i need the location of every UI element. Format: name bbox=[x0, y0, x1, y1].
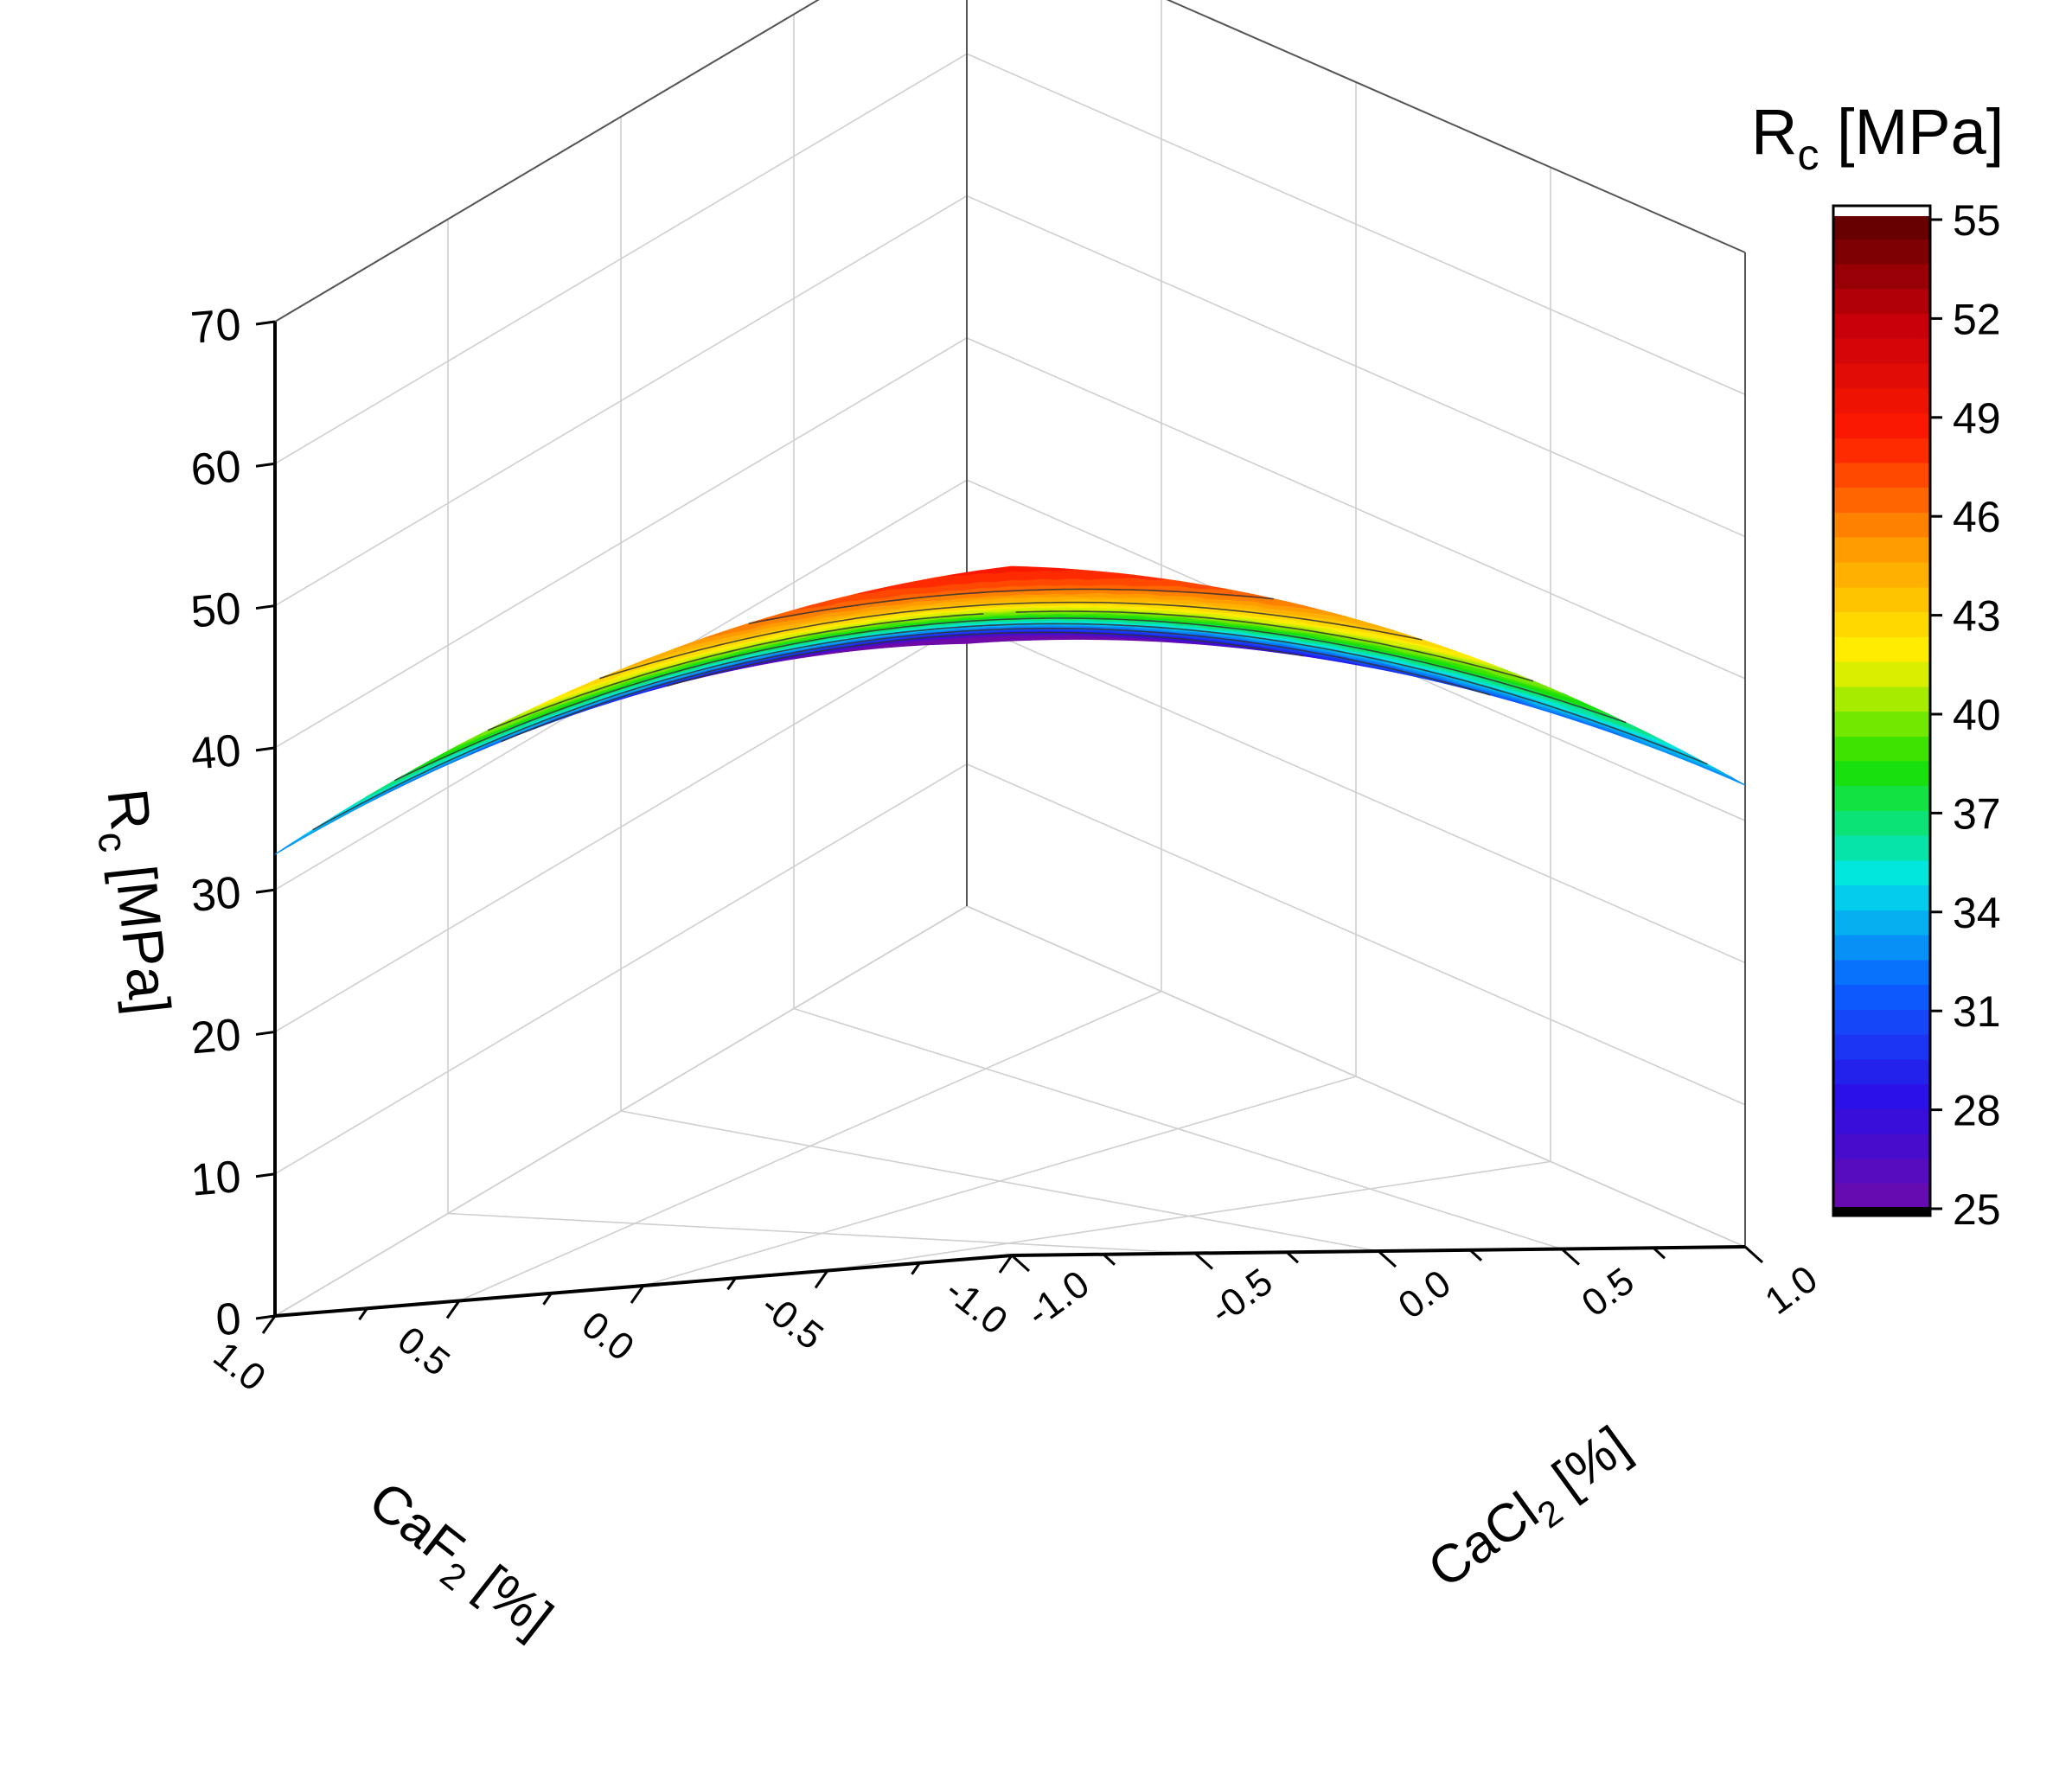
y-minor-tick bbox=[1102, 1253, 1116, 1266]
colorbar-tick-label: 25 bbox=[1953, 1185, 2001, 1234]
axis-lines bbox=[273, 322, 1746, 1318]
z-tick bbox=[255, 746, 276, 752]
z-tick-label: 30 bbox=[189, 867, 243, 922]
z-tick bbox=[255, 1314, 276, 1320]
box-edge bbox=[274, 0, 820, 323]
x-minor-tick bbox=[358, 1307, 368, 1321]
response-surface bbox=[274, 565, 1746, 855]
z-tick bbox=[255, 320, 276, 326]
x-tick-label: 0.0 bbox=[574, 1303, 642, 1369]
colorbar-tick-label: 37 bbox=[1953, 789, 2001, 838]
y-tick-label: 0.0 bbox=[1391, 1261, 1458, 1327]
colorbar-tick-label: 34 bbox=[1953, 889, 2001, 937]
colorbar-tick-label: 49 bbox=[1953, 394, 2001, 443]
colorbar-tick-label: 55 bbox=[1953, 196, 2001, 245]
colorbar-tick-label: 52 bbox=[1953, 295, 2001, 343]
x-minor-tick bbox=[726, 1277, 737, 1291]
z-tick-label: 70 bbox=[189, 299, 243, 354]
y-minor-tick bbox=[1285, 1251, 1300, 1264]
x-minor-tick bbox=[542, 1292, 553, 1306]
colorbar-top-cap bbox=[1833, 206, 1930, 216]
colorbar-title: Rc [MPa] bbox=[1751, 96, 2004, 179]
x-tick bbox=[630, 1285, 645, 1304]
x-tick bbox=[445, 1300, 461, 1319]
z-tick-label: 10 bbox=[189, 1152, 243, 1206]
box-edge bbox=[1166, 0, 1746, 253]
z-tick bbox=[255, 604, 276, 610]
y-tick bbox=[1560, 1248, 1581, 1266]
y-axis-title: CaCl2 [%] bbox=[1417, 1415, 1645, 1606]
y-tick-label: 1.0 bbox=[1757, 1257, 1825, 1323]
grid-line bbox=[447, 1212, 1196, 1255]
contour-line bbox=[599, 601, 1423, 680]
colorbar-tick-label: 31 bbox=[1953, 987, 2001, 1036]
colorbar: Rc [MPa] 55 52 49 46 43 40 37 34 31 28 25 bbox=[1751, 96, 2004, 1234]
x-tick-label: 1.0 bbox=[206, 1333, 273, 1399]
colorbar-bottom-cap bbox=[1833, 1207, 1930, 1216]
x-tick bbox=[261, 1315, 277, 1334]
contour-line bbox=[393, 617, 1627, 782]
x-tick-label: -0.5 bbox=[753, 1284, 831, 1357]
surface-cell bbox=[996, 565, 1027, 570]
contour-line bbox=[487, 610, 1534, 731]
z-tick-label: 50 bbox=[189, 584, 243, 638]
grid-line bbox=[966, 905, 1746, 1248]
contour-line bbox=[501, 628, 1491, 743]
y-tick-label: 0.5 bbox=[1574, 1260, 1641, 1325]
z-tick bbox=[255, 1172, 276, 1178]
y-tick-label: -0.5 bbox=[1202, 1261, 1280, 1333]
contour-lines bbox=[312, 588, 1708, 831]
x-tick bbox=[814, 1269, 829, 1289]
contour-line bbox=[748, 588, 1274, 625]
z-tick bbox=[255, 888, 276, 894]
colorbar-tick-label: 43 bbox=[1953, 592, 2001, 641]
z-tick-label: 40 bbox=[189, 725, 243, 780]
contour-line bbox=[312, 623, 1708, 831]
y-minor-tick bbox=[1468, 1249, 1483, 1261]
colorbar-tick-label: 46 bbox=[1953, 493, 2001, 541]
z-tick bbox=[255, 1030, 276, 1036]
x-tick bbox=[998, 1255, 1014, 1274]
y-tick bbox=[1743, 1245, 1764, 1264]
grid-line bbox=[620, 1110, 1379, 1252]
z-axis-title: Rc [MPa] bbox=[85, 786, 182, 1019]
x-axis-title: CaF2 [%] bbox=[353, 1471, 563, 1656]
z-tick-label: 0 bbox=[214, 1293, 243, 1345]
colorbar-gradient bbox=[1833, 214, 1930, 1209]
z-tick bbox=[255, 462, 276, 468]
z-tick-label: 20 bbox=[189, 1010, 243, 1064]
colorbar-tick-label: 40 bbox=[1953, 691, 2001, 739]
y-minor-tick bbox=[1652, 1247, 1666, 1260]
axis-box-grid bbox=[274, 0, 1746, 1317]
colorbar-frame bbox=[1832, 204, 1932, 1217]
x-tick-label: -1.0 bbox=[937, 1269, 1015, 1343]
y-tick bbox=[1010, 1254, 1031, 1273]
x-minor-tick bbox=[911, 1261, 921, 1275]
z-tick-label: 60 bbox=[189, 441, 243, 495]
y-tick bbox=[1377, 1249, 1397, 1268]
colorbar-tick-label: 28 bbox=[1953, 1087, 2001, 1135]
y-tick bbox=[1193, 1252, 1214, 1270]
grid-line bbox=[793, 1007, 1563, 1250]
colorbar-ticks: 55 52 49 46 43 40 37 34 31 28 25 bbox=[1930, 196, 2001, 1234]
x-tick-label: 0.5 bbox=[390, 1319, 457, 1384]
y-tick-label: -1.0 bbox=[1019, 1262, 1097, 1335]
contour-line bbox=[667, 631, 1304, 687]
